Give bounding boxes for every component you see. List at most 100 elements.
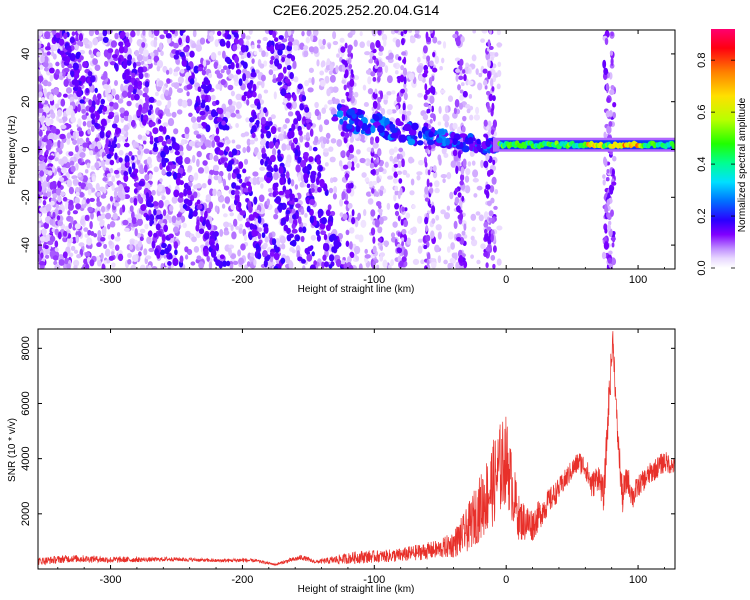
spectrogram-blob [446,172,452,180]
spectrogram-blob [162,209,167,217]
spectrogram-blob [369,162,375,169]
spectrogram-blob [439,89,446,94]
spectrogram-blob [110,40,117,48]
spectrogram-blob [44,254,50,259]
spectrogram-blob [235,144,242,150]
spectrogram-blob [99,130,105,139]
spectrogram-blob [60,191,66,197]
spectrogram-blob [138,72,144,80]
spectrogram-blob [350,252,355,259]
spectrogram-blob [184,254,189,260]
spectrogram-blob [388,148,395,156]
spectrogram-blob [402,169,408,176]
spectrogram-blob [52,193,58,199]
spectrogram-blob [38,121,41,130]
spectrogram-blob [251,132,256,139]
spectrogram-blob [104,60,109,67]
spectrogram-blob [229,263,234,269]
snr-ylabel: SNR (10 * v/v) [7,418,18,482]
spectrogram-blob [469,150,475,157]
spectrogram-blob [381,33,388,42]
spectrogram-blob [180,138,185,146]
spectrogram-blob [461,230,466,236]
spectrogram-blob [149,121,156,127]
spectrogram-blob [260,158,264,166]
spectrogram-blob [140,60,145,66]
spectrogram-blob [279,176,285,186]
spectrogram-blob [157,183,163,192]
spectrogram-blob [361,172,367,178]
spectrogram-blob [379,189,384,197]
spectrogram-blob [66,132,71,139]
spectrogram-blob [478,214,484,222]
spectrogram-blob [299,160,307,168]
spectrogram-blob [439,66,443,71]
spectrogram-blob [197,86,202,93]
spectrogram-blob [354,234,361,240]
spectrogram-blob [232,260,239,266]
spectrogram-blob [79,99,85,104]
spectrogram-blob [467,80,474,86]
spectrogram-blob [137,149,142,156]
spectrogram-blob [151,240,156,249]
spectrogram-blob [123,124,129,132]
spectrogram-blob [496,42,503,48]
spectrogram-blob [58,209,63,215]
spectrogram-blob [149,214,155,221]
spectrogram-blob [261,232,266,239]
spectrogram-blob [393,194,397,202]
spectrogram-blob [242,147,247,154]
spectrogram-blob [671,143,675,149]
spectrogram-blob [124,155,130,164]
spectrogram-blob [38,212,41,218]
spectrogram-blob [350,69,354,76]
spectrogram-blob [234,189,240,196]
spectrogram-blob [81,199,86,205]
spectrogram-blob [343,73,348,79]
spectrogram-blob [372,55,377,60]
spectrogram-blob [100,125,105,132]
spectrogram-blob [304,213,308,218]
spectrogram-blob [370,139,374,145]
spectrogram-blob [308,77,312,83]
spectrogram-xtick-label: 100 [629,274,647,286]
spectrogram-blob [244,70,251,79]
colorbar-tick-label: 0.6 [696,104,708,119]
spectrogram-blob [444,120,449,128]
spectrogram-blob [309,264,316,269]
spectrogram-blob [128,151,133,157]
spectrogram-blob [336,53,340,58]
spectrogram-blob [252,91,257,98]
spectrogram-blob [347,32,353,38]
spectrogram-blob [258,47,263,53]
spectrogram-blob [305,111,312,118]
spectrogram-blob [123,110,130,117]
spectrogram-blob [284,57,291,67]
spectrogram-blob [246,138,251,147]
spectrogram-blob [165,69,170,75]
spectrogram-blob [485,90,491,96]
spectrogram-blob [399,74,405,83]
spectrogram-blob [351,217,356,225]
spectrogram-blob [486,200,492,206]
spectrogram-blob [328,215,334,224]
spectrogram-blob [123,115,130,121]
spectrogram-blob [98,32,104,37]
spectrogram-blob [107,203,111,210]
spectrogram-blob [436,137,443,144]
spectrogram-blob [303,172,309,181]
spectrogram-blob [50,125,57,134]
spectrogram-blob [201,94,206,100]
spectrogram-blob [264,236,269,243]
spectrogram-blob [243,158,249,165]
spectrogram-blob [383,39,387,47]
spectrogram-blob [176,87,184,94]
spectrogram-blob [213,135,221,143]
spectrogram-blob [327,204,332,211]
spectrogram-blob [167,260,172,266]
spectrogram-blob [77,145,84,151]
spectrogram-blob [38,43,42,49]
spectrogram-blob [396,95,402,103]
spectrogram-blob [324,162,329,167]
spectrogram-blob [476,259,481,265]
